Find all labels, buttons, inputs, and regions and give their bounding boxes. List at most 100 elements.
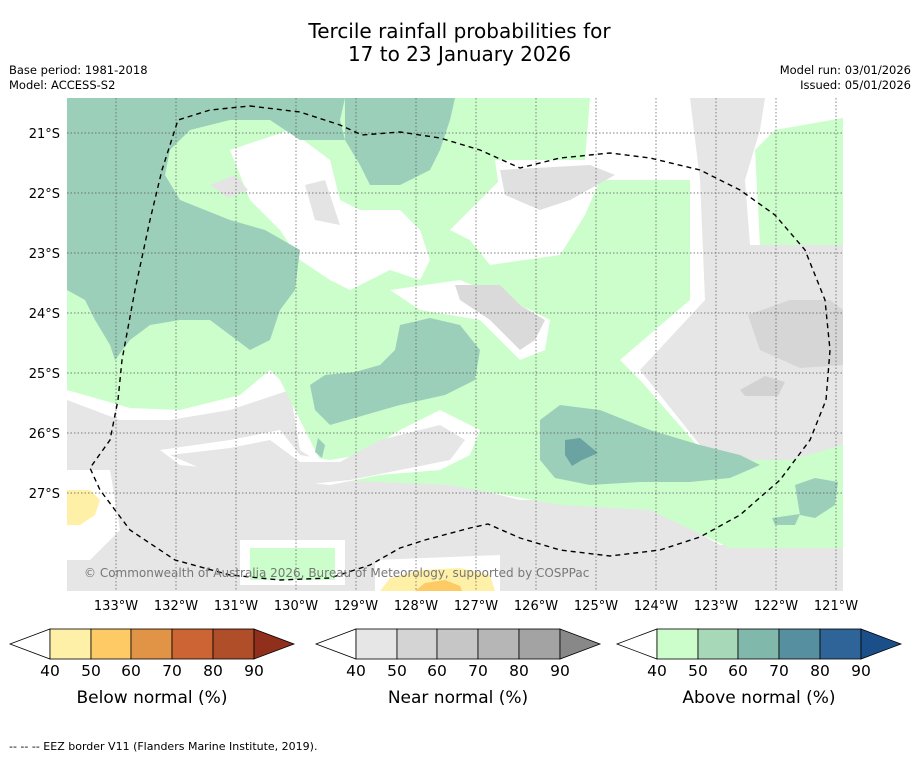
lon-label: 125°W xyxy=(574,599,618,614)
title-line-2: 17 to 23 January 2026 xyxy=(347,42,572,66)
lat-label: 21°S xyxy=(29,127,60,142)
colorbar-tick: 70 xyxy=(468,662,488,680)
colorbar-swatch xyxy=(819,628,862,660)
below-normal-50-south xyxy=(415,580,462,591)
above-normal-50-small xyxy=(772,514,800,525)
lon-label: 123°W xyxy=(694,599,738,614)
above-normal-50-west xyxy=(67,98,345,360)
lon-label: 129°W xyxy=(334,599,378,614)
title-line-1: Tercile rainfall probabilities for xyxy=(308,19,611,43)
map-title: Tercile rainfall probabilities for 17 to… xyxy=(0,20,919,66)
lon-label: 124°W xyxy=(634,599,678,614)
colorbar-swatch xyxy=(860,628,903,660)
colorbar-swatch xyxy=(8,628,51,660)
lon-label: 127°W xyxy=(454,599,498,614)
colorbar-above-normal: 40 50 60 70 80 90 Above normal (%) xyxy=(615,628,903,708)
colorbar-swatch xyxy=(253,628,296,660)
colorbar-tick: 70 xyxy=(769,662,789,680)
colorbar-tick: 60 xyxy=(427,662,447,680)
lon-label: 128°W xyxy=(394,599,438,614)
colorbar-tick: 50 xyxy=(688,662,708,680)
colorbar-swatch xyxy=(130,628,173,660)
near-normal-patch-3 xyxy=(305,180,340,225)
above-normal-50-north xyxy=(345,98,455,185)
colorbar-tick: 80 xyxy=(509,662,529,680)
colorbar-swatch xyxy=(778,628,821,660)
colorbar-swatch xyxy=(559,628,602,660)
below-normal-40-west xyxy=(67,490,100,525)
near-normal-patch-4 xyxy=(210,175,248,198)
above-normal-40-east xyxy=(755,118,843,245)
colorbar-label-below: Below normal (%) xyxy=(77,688,228,708)
longitude-labels: 133°W 132°W 131°W 130°W 129°W 128°W 127°… xyxy=(94,599,858,614)
colorbar-tick: 90 xyxy=(244,662,264,680)
colorbar-tick: 50 xyxy=(387,662,407,680)
lat-label: 26°S xyxy=(29,427,60,442)
near-normal-50-east-small xyxy=(740,376,785,396)
colorbar-near-normal: 40 50 60 70 80 90 Near normal (%) xyxy=(314,628,602,708)
lon-label: 131°W xyxy=(214,599,258,614)
colorbar-tick: 70 xyxy=(162,662,182,680)
above-normal-50-far-east xyxy=(795,478,838,518)
above-normal-50-tiny xyxy=(315,438,325,458)
lat-label: 22°S xyxy=(29,187,60,202)
above-normal-50-central xyxy=(310,318,480,425)
lat-label: 23°S xyxy=(29,247,60,262)
copyright-text: © Commonwealth of Australia 2026, Bureau… xyxy=(84,566,589,580)
eez-footnote: -- -- -- EEZ border V11 (Flanders Marine… xyxy=(9,740,318,753)
colorbar-tick: 90 xyxy=(550,662,570,680)
colorbar-swatch xyxy=(171,628,214,660)
colorbar-tick: 40 xyxy=(346,662,366,680)
latitude-labels: 21°S 22°S 23°S 24°S 25°S 26°S 27°S xyxy=(29,127,60,502)
colorbar-swatch xyxy=(212,628,255,660)
lon-label: 133°W xyxy=(94,599,138,614)
colorbar-swatch xyxy=(355,628,398,660)
map-area: © Commonwealth of Australia 2026, Bureau… xyxy=(67,98,843,591)
colorbar-swatch xyxy=(737,628,780,660)
near-normal-patch-2 xyxy=(455,285,545,350)
colorbar-swatch xyxy=(697,628,739,660)
eez-border xyxy=(89,105,831,581)
colorbar-swatch xyxy=(436,628,479,660)
below-normal-40-south xyxy=(380,568,495,591)
lon-label: 126°W xyxy=(514,599,558,614)
colorbar-below-normal: 40 50 60 70 80 90 Below normal (%) xyxy=(8,628,296,708)
colorbar-swatch xyxy=(518,628,561,660)
colorbar-swatch xyxy=(90,628,132,660)
colorbar-tick: 90 xyxy=(851,662,871,680)
colorbar-swatch xyxy=(314,628,357,660)
lon-label: 130°W xyxy=(274,599,318,614)
above-normal-50-south-east xyxy=(540,405,760,485)
colorbar-swatch xyxy=(49,628,92,660)
colorbar-label-near: Near normal (%) xyxy=(388,688,528,708)
lon-label: 132°W xyxy=(154,599,198,614)
above-normal-60-region xyxy=(565,438,598,466)
colorbar-swatch xyxy=(615,628,658,660)
lat-label: 27°S xyxy=(29,487,60,502)
model-name: Model: ACCESS-S2 xyxy=(9,78,116,92)
lat-label: 25°S xyxy=(29,367,60,382)
colorbar-tick: 40 xyxy=(40,662,60,680)
lon-label: 121°W xyxy=(814,599,858,614)
colorbar-swatch xyxy=(477,628,520,660)
lat-label: 24°S xyxy=(29,307,60,322)
colorbar-tick: 80 xyxy=(810,662,830,680)
lon-label: 122°W xyxy=(754,599,798,614)
above-normal-40-south xyxy=(250,548,335,580)
model-run: Model run: 03/01/2026 xyxy=(779,63,911,77)
meta-left: Base period: 1981-2018 Model: ACCESS-S2 xyxy=(9,63,148,93)
near-normal-south xyxy=(170,425,465,485)
base-period: Base period: 1981-2018 xyxy=(9,63,148,77)
near-normal-patch-1 xyxy=(500,165,615,210)
colorbar-label-above: Above normal (%) xyxy=(682,688,835,708)
near-normal-50-east xyxy=(748,300,843,368)
colorbar-tick: 40 xyxy=(647,662,667,680)
colorbar-tick: 60 xyxy=(121,662,141,680)
meta-right: Model run: 03/01/2026 Issued: 05/01/2026 xyxy=(780,63,911,93)
colorbar-tick: 80 xyxy=(203,662,223,680)
issued-date: Issued: 05/01/2026 xyxy=(800,78,911,92)
colorbar-swatch xyxy=(396,628,438,660)
colorbar-swatch xyxy=(656,628,699,660)
gridlines xyxy=(67,98,843,591)
